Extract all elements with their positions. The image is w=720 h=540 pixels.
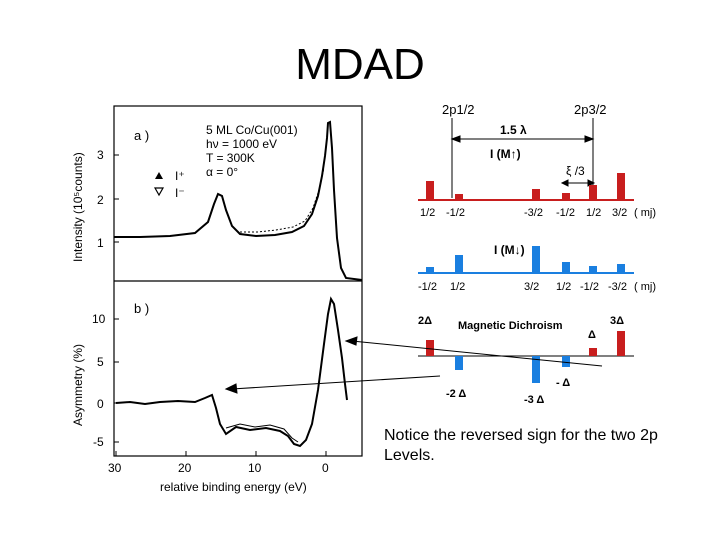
up-bar-3: [532, 189, 540, 200]
down-bars: [426, 246, 625, 273]
up-mj-4: -1/2: [556, 207, 575, 219]
down-mj-4: 1/2: [556, 281, 571, 293]
ytick-b-10: 10: [92, 312, 106, 326]
panel-b-label: b ): [134, 301, 149, 316]
xtick-10: 10: [248, 461, 262, 475]
ytick-a-1: 1: [97, 236, 104, 250]
ytick-b-5: 5: [97, 355, 104, 369]
dichroism-bar-6: [617, 331, 625, 356]
xi-label: ξ /3: [566, 164, 585, 178]
level-2p32-label: 2p3/2: [574, 102, 607, 117]
dichroism-title: Magnetic Dichroism: [458, 320, 563, 332]
up-mj-axis: ( mj): [634, 207, 656, 219]
ytick-b-0: 0: [97, 397, 104, 411]
dichroism-bars: [426, 331, 625, 383]
up-bar-2: [455, 194, 463, 200]
delta-2-label: 2Δ: [418, 315, 432, 327]
dichroism-bar-2: [455, 356, 463, 370]
up-spectrum-label: I (M↑): [490, 147, 521, 161]
info-sample: 5 ML Co/Cu(001): [206, 123, 298, 137]
dichroism-bar-1: [426, 340, 434, 356]
xtick-30: 30: [108, 461, 122, 475]
up-mj-5: 1/2: [586, 207, 601, 219]
down-bar-1: [426, 267, 434, 273]
arrow-head-2: [224, 383, 238, 394]
dichroism-bar-3: [532, 356, 540, 383]
up-mj-2: -1/2: [446, 207, 465, 219]
up-bar-6: [617, 173, 625, 200]
ytick-a-2: 2: [97, 193, 104, 207]
delta-3-label: 3Δ: [610, 315, 624, 327]
up-bars: [426, 173, 625, 200]
down-bar-2: [455, 255, 463, 273]
dichroism-bar-4: [562, 356, 570, 367]
ytick-a-3: 3: [97, 148, 104, 162]
slide-title: MDAD: [295, 40, 425, 89]
delta-neg2-label: -2 Δ: [446, 388, 466, 400]
arrow-to-peak-1: [351, 340, 603, 367]
info-angle: α = 0°: [206, 165, 238, 179]
caption: Notice the reversed sign for the two 2p …: [384, 426, 714, 466]
annotation-arrows: [224, 336, 603, 394]
down-bar-6: [617, 264, 625, 273]
down-mj-5: -1/2: [580, 281, 599, 293]
up-mj-6: 3/2: [612, 207, 627, 219]
caption-line-1: Notice the reversed sign for the two 2p: [384, 427, 658, 444]
intensity-curves: [114, 120, 363, 281]
up-bar-5: [589, 185, 597, 200]
delta-neg1-label: - Δ: [556, 377, 570, 389]
up-mj-3: -3/2: [524, 207, 543, 219]
x-axis-label: relative binding energy (eV): [160, 480, 307, 494]
legend-i-plus: I⁺: [175, 169, 185, 183]
info-temperature: T = 300K: [206, 151, 255, 165]
arrow-head-1: [344, 336, 358, 346]
panel-a-label: a ): [134, 128, 149, 143]
down-mj-1: -1/2: [418, 281, 437, 293]
up-mj-1: 1/2: [420, 207, 435, 219]
legend-i-minus: I⁻: [175, 186, 185, 200]
spacing-arrow: [450, 135, 595, 143]
spacing-label: 1.5 λ: [500, 123, 527, 137]
down-spectrum-label: I (M↓): [494, 243, 525, 257]
info-photon-energy: hν = 1000 eV: [206, 137, 277, 151]
down-bar-3: [532, 246, 540, 273]
down-mj-6: -3/2: [608, 281, 627, 293]
legend-triangle-down-icon: [153, 187, 165, 197]
arrow-to-peak-2: [231, 375, 441, 390]
intensity-axis-label: Intensity (10⁵counts): [71, 152, 85, 262]
down-mj-3: 3/2: [524, 281, 539, 293]
down-mj-axis: ( mj): [634, 281, 656, 293]
dichroism-bar-5: [589, 348, 597, 356]
down-bar-4: [562, 262, 570, 273]
xi-arrow: [560, 179, 596, 187]
legend-triangle-up-icon: [155, 172, 163, 179]
up-bar-1: [426, 181, 434, 200]
plot-frame: [113, 105, 363, 457]
down-bar-5: [589, 266, 597, 273]
xtick-0: 0: [322, 461, 329, 475]
caption-line-2: Levels.: [384, 447, 435, 464]
level-2p12-label: 2p1/2: [442, 102, 475, 117]
asymmetry-axis-label: Asymmetry (%): [71, 344, 85, 426]
up-bar-4: [562, 193, 570, 200]
delta-1-label: Δ: [588, 329, 596, 341]
delta-neg3-label: -3 Δ: [524, 394, 544, 406]
ytick-b-neg5: -5: [93, 435, 104, 449]
asymmetry-curve: [115, 296, 348, 448]
down-mj-2: 1/2: [450, 281, 465, 293]
xtick-20: 20: [178, 461, 192, 475]
